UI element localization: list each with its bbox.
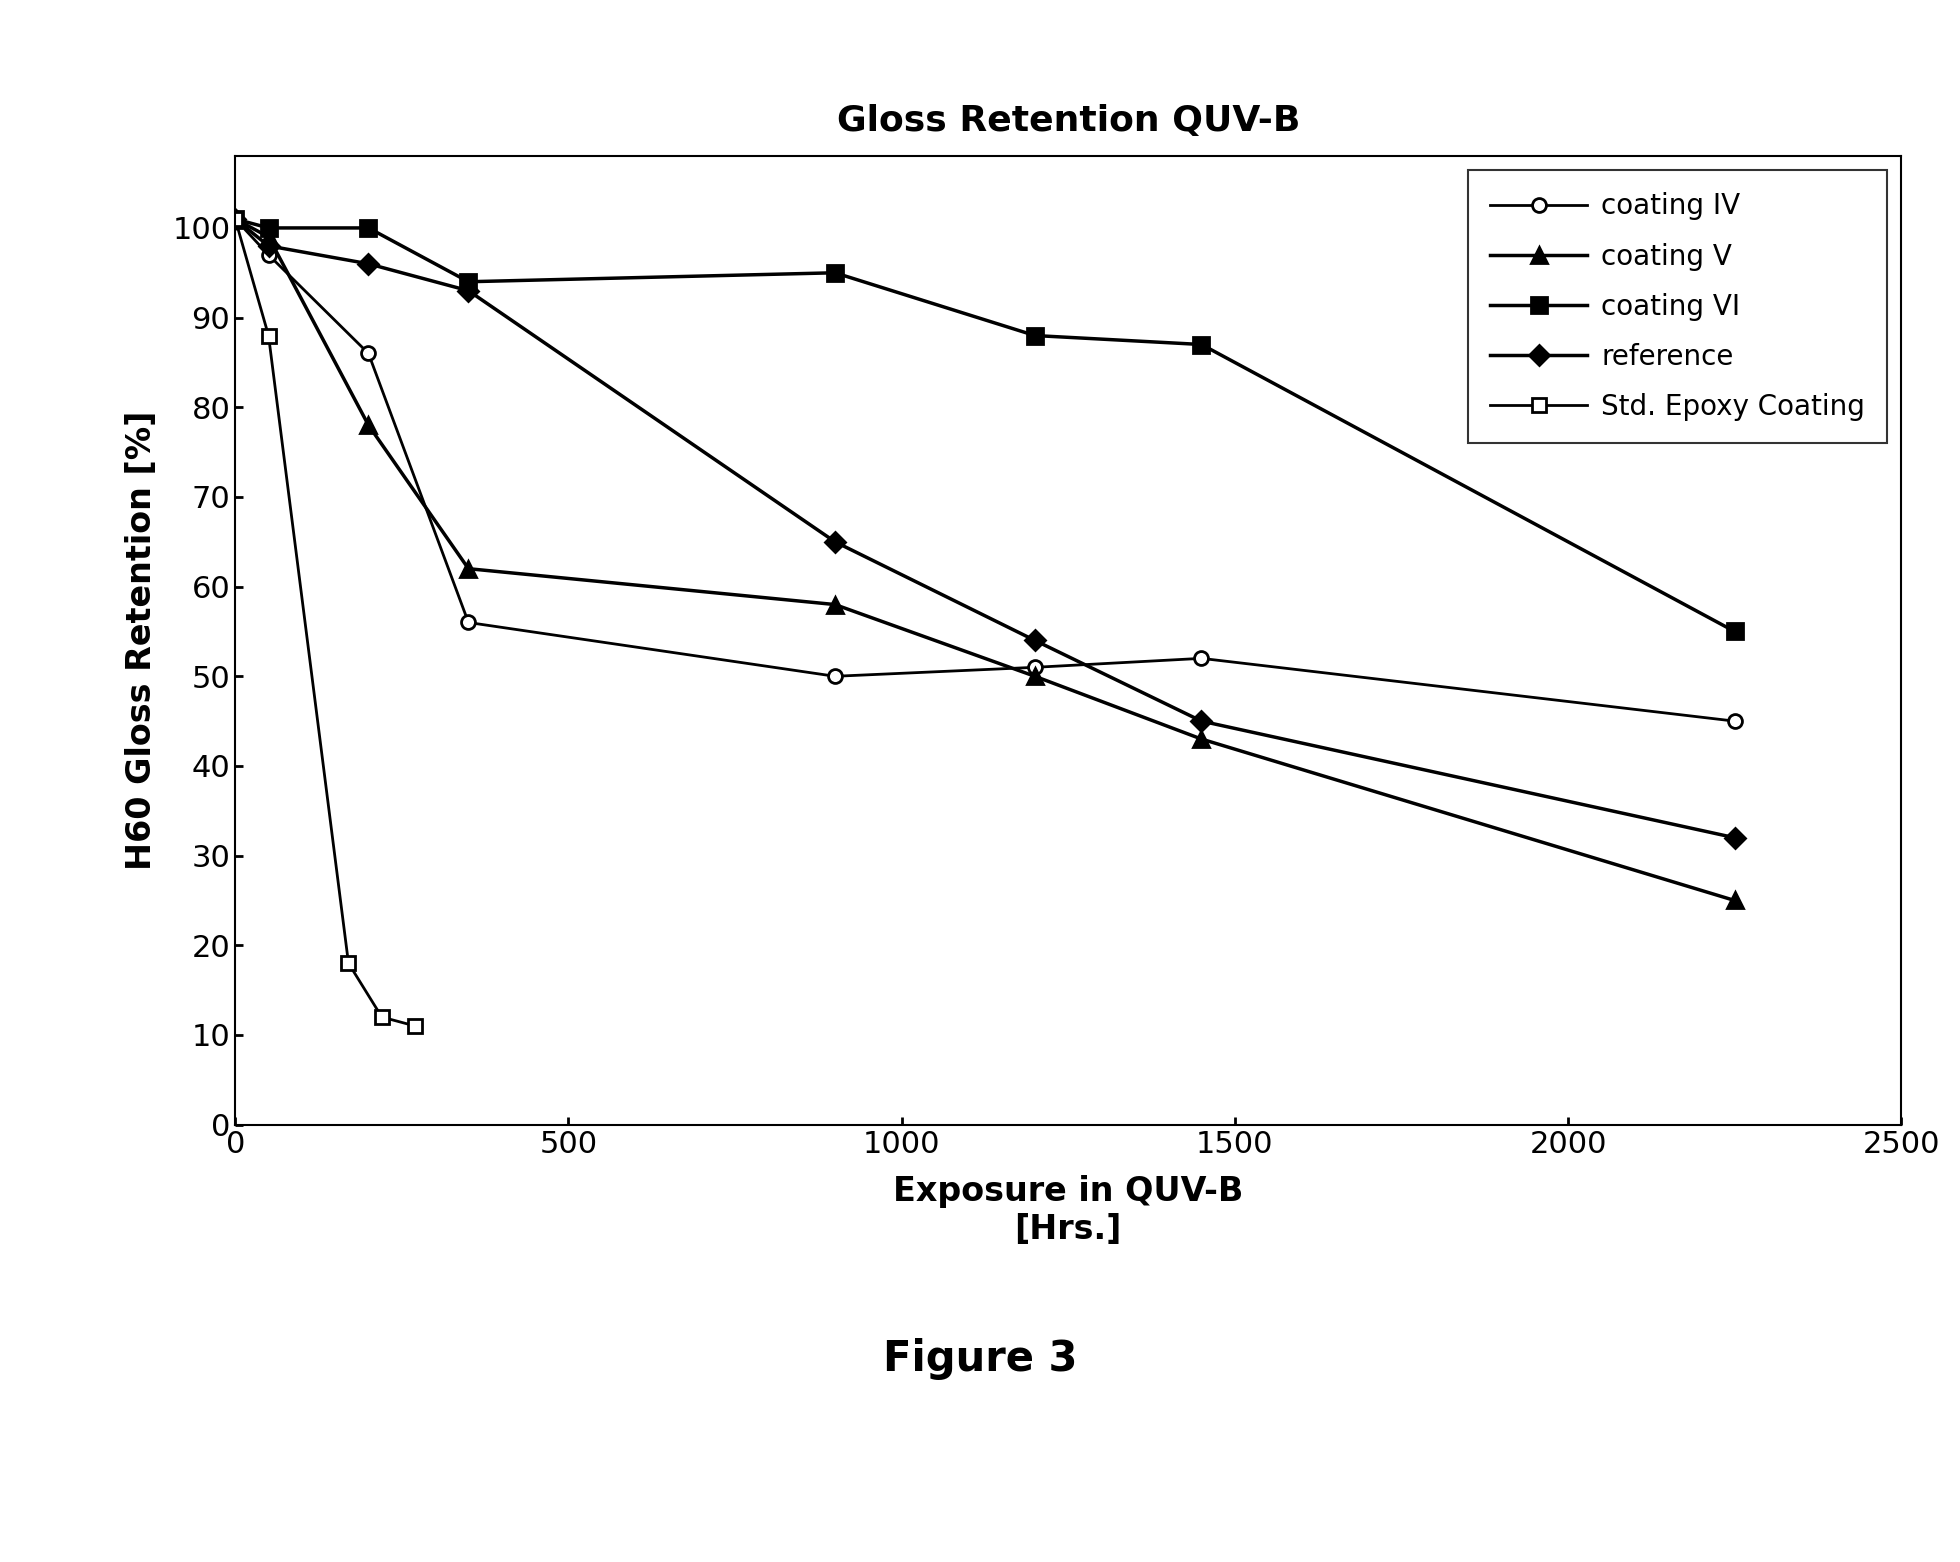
coating IV [823, 667, 847, 686]
coating IV [257, 245, 280, 264]
reference [357, 255, 380, 273]
X-axis label: Exposure in QUV-B
[Hrs.]: Exposure in QUV-B [Hrs.] [894, 1175, 1243, 1246]
Legend: coating IV, coating V, coating VI, reference, Std. Epoxy Coating: coating IV, coating V, coating VI, refer… [1468, 170, 1887, 444]
Line: coating V: coating V [227, 211, 1742, 908]
reference [457, 281, 480, 300]
coating IV [457, 614, 480, 633]
coating VI [1723, 622, 1746, 640]
coating IV [357, 344, 380, 362]
Std. Epoxy Coating [370, 1007, 394, 1026]
reference [1723, 828, 1746, 847]
coating VI [457, 272, 480, 291]
coating V [1190, 729, 1213, 748]
reference [823, 533, 847, 551]
coating IV [1023, 658, 1047, 676]
Std. Epoxy Coating [257, 326, 280, 345]
reference [257, 236, 280, 255]
Y-axis label: H60 Gloss Retention [%]: H60 Gloss Retention [%] [125, 411, 159, 870]
reference [223, 209, 247, 228]
coating V [1723, 890, 1746, 909]
coating V [223, 209, 247, 228]
coating IV [1190, 648, 1213, 667]
Line: reference: reference [227, 212, 1742, 845]
coating VI [823, 264, 847, 283]
reference [1190, 712, 1213, 731]
coating V [1023, 667, 1047, 686]
coating IV [223, 209, 247, 228]
coating IV [1723, 712, 1746, 731]
Line: coating IV: coating IV [227, 212, 1742, 728]
Line: Std. Epoxy Coating: Std. Epoxy Coating [227, 212, 421, 1032]
coating VI [357, 219, 380, 237]
coating V [457, 559, 480, 578]
Text: Figure 3: Figure 3 [882, 1339, 1078, 1379]
Std. Epoxy Coating [337, 954, 361, 973]
Std. Epoxy Coating [223, 209, 247, 228]
coating VI [257, 219, 280, 237]
coating V [257, 228, 280, 247]
coating VI [223, 209, 247, 228]
coating VI [1190, 336, 1213, 355]
Std. Epoxy Coating [404, 1017, 427, 1036]
coating V [357, 415, 380, 434]
coating V [823, 595, 847, 614]
Title: Gloss Retention QUV-B: Gloss Retention QUV-B [837, 105, 1299, 137]
reference [1023, 631, 1047, 650]
Line: coating VI: coating VI [227, 211, 1742, 639]
coating VI [1023, 326, 1047, 345]
